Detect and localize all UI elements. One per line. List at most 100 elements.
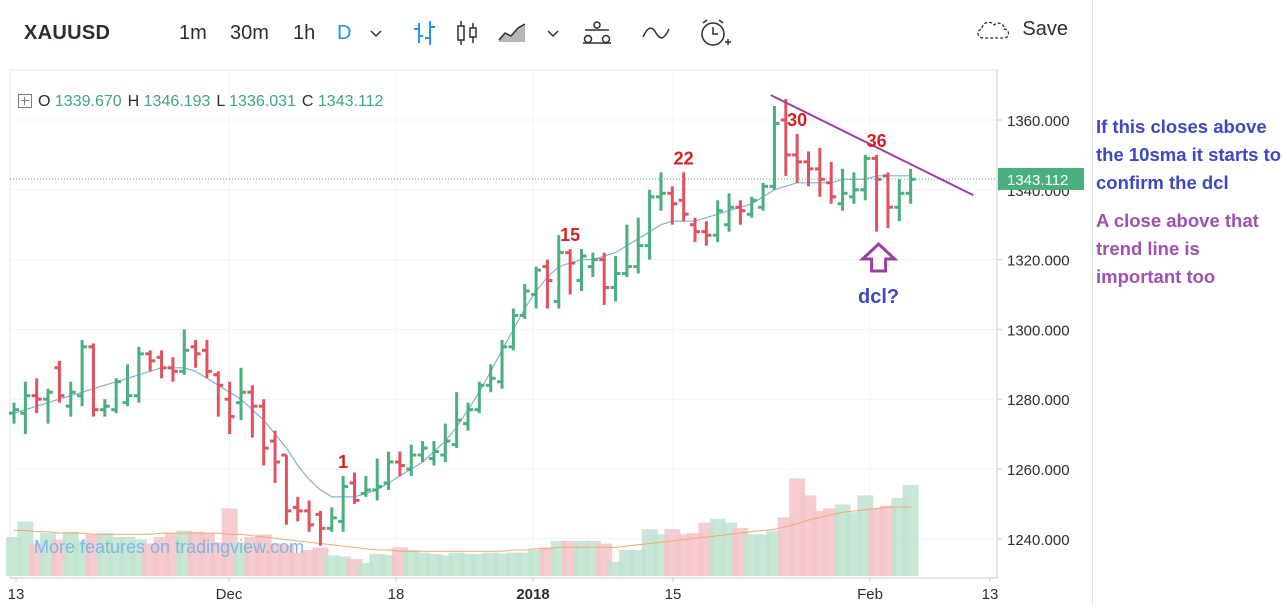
ohlc-bar: [451, 392, 462, 449]
ohlc-bar: [837, 168, 848, 211]
grid: [10, 70, 997, 578]
ohlc-bar: [576, 249, 587, 292]
ohlc-bar: [497, 339, 508, 389]
time-axis[interactable]: 13 Dec 18 2018 15 Feb 13: [8, 577, 999, 603]
expand-icon[interactable]: [18, 94, 32, 108]
ohlc-bar: [803, 151, 814, 187]
ohlc-bar: [133, 346, 144, 403]
cloud-icon: [977, 21, 1010, 39]
timeframe-1m[interactable]: 1m: [179, 22, 207, 44]
x-tick-label: 15: [665, 586, 682, 603]
timeframe-d[interactable]: D: [337, 22, 352, 44]
alert-clock-icon[interactable]: [698, 16, 732, 50]
ohlc-bar: [43, 388, 54, 424]
ohlc-bar: [179, 329, 190, 375]
candle-style-icon[interactable]: [450, 16, 484, 50]
volume-bar: [902, 485, 919, 576]
ohlc-bar: [292, 496, 303, 522]
plot-border: [9, 69, 998, 579]
ohlc-bar: [860, 154, 871, 201]
y-tick-label: 1280.000: [1007, 392, 1070, 409]
x-tick-label: Feb: [857, 586, 883, 603]
count-label: 1: [338, 452, 348, 472]
ohlc-bar: [65, 381, 76, 417]
ohlc-bars: [9, 99, 916, 546]
open-value: 1339.670: [54, 93, 122, 110]
chevron-down-icon[interactable]: [541, 16, 565, 50]
ohlc-bar: [508, 308, 519, 351]
last-price-box: [998, 167, 1084, 190]
save-label: Save: [1022, 17, 1068, 40]
ohlc-bar: [610, 256, 621, 302]
up-arrow-icon: [858, 241, 899, 273]
ohlc-bar: [724, 193, 735, 232]
ohlc-bar: [633, 217, 644, 274]
count-labels: 1 15 22 30 36: [338, 110, 886, 472]
ohlc-bar: [587, 252, 598, 278]
save-button[interactable]: Save: [974, 16, 1068, 42]
y-tick-label: 1260.000: [1007, 462, 1070, 479]
ohlc-bar: [77, 339, 88, 407]
compare-icon[interactable]: [639, 16, 673, 50]
low-label: L: [216, 93, 225, 110]
area-style-icon[interactable]: [495, 16, 529, 50]
annotation-note-sma: If this closes above the 10sma it starts…: [1096, 116, 1282, 193]
ohlc-bar: [383, 451, 394, 490]
last-price-label: 1343.112: [1007, 172, 1068, 189]
ohlc-bar: [882, 172, 893, 229]
ohlc-bar: [213, 371, 224, 417]
watermark-link[interactable]: More features on tradingview.com: [34, 537, 305, 557]
last-price-badge: 1343.112: [998, 167, 1084, 190]
high-value: 1346.193: [143, 93, 211, 110]
ohlc-bar: [701, 221, 712, 246]
ohlc-bar: [372, 458, 383, 501]
trend-line[interactable]: [770, 94, 974, 197]
ohlc-bar: [111, 378, 122, 414]
ohlc-bar: [621, 224, 632, 278]
count-label: 36: [867, 131, 887, 151]
ohlc-bar: [247, 385, 258, 438]
ohlc-bar: [338, 475, 349, 532]
bar-style-icon[interactable]: [408, 16, 442, 50]
indicators-icon[interactable]: [580, 16, 614, 50]
x-tick-label: 18: [388, 586, 405, 603]
ohlc-bar: [20, 381, 31, 435]
timeframe-30m[interactable]: 30m: [230, 22, 269, 44]
ohlc-bar: [531, 266, 542, 309]
ohlc-bar: [145, 350, 156, 372]
ohlc-bar: [406, 444, 417, 476]
ohlc-bar: [224, 381, 235, 435]
y-tick-label: 1320.000: [1007, 253, 1070, 270]
ohlc-bar: [780, 99, 791, 176]
chevron-down-icon[interactable]: [364, 16, 388, 50]
ohlc-bar: [644, 189, 655, 260]
volume-bars: [6, 478, 919, 576]
chart-toolbar: XAUUSD 1m 30m 1h D: [0, 0, 1090, 68]
ohlc-bar: [315, 510, 326, 546]
y-tick-label: 1240.000: [1007, 532, 1070, 549]
ohlc-bar: [667, 186, 678, 225]
ohlc-bar: [167, 357, 178, 382]
ohlc-bar: [281, 453, 292, 525]
panel-divider: [1092, 0, 1093, 605]
high-label: H: [127, 93, 140, 110]
ohlc-bar: [792, 133, 803, 183]
symbol-label[interactable]: XAUUSD: [24, 22, 111, 44]
ohlc-bar: [542, 259, 553, 309]
dcl-annotation: dcl?: [858, 241, 899, 308]
ohlc-bar: [463, 402, 473, 431]
ohlc-bar: [190, 339, 201, 368]
volume-ma-line: [14, 506, 911, 552]
close-value: 1343.112: [317, 93, 384, 110]
ohlc-bar: [156, 350, 167, 379]
ohlc-bar: [690, 217, 700, 243]
timeframe-1h[interactable]: 1h: [293, 22, 316, 44]
dcl-label: dcl?: [858, 286, 899, 308]
ohlc-bar: [417, 441, 428, 463]
ohlc-bar: [394, 451, 405, 476]
ohlc-bar: [712, 200, 723, 243]
ohlc-bar: [201, 339, 212, 379]
y-tick-label: 1300.000: [1007, 322, 1070, 339]
annotation-note-trendline: A close above that trend line is importa…: [1096, 210, 1259, 287]
